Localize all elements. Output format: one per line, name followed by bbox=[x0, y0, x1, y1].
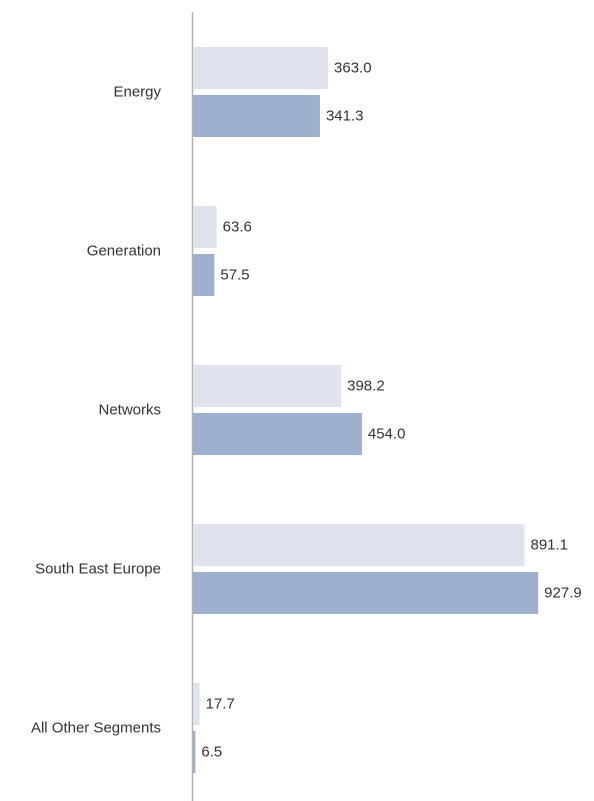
bar-south-east-europe-series-2 bbox=[193, 572, 539, 614]
value-label: 63.6 bbox=[223, 219, 252, 236]
bar-energy-series-2 bbox=[193, 95, 320, 137]
category-label: All Other Segments bbox=[31, 720, 161, 737]
bar-south-east-europe-series-1 bbox=[193, 524, 525, 566]
value-label: 17.7 bbox=[206, 696, 235, 713]
value-label: 6.5 bbox=[201, 744, 222, 761]
bar-energy-series-1 bbox=[193, 47, 329, 89]
bar-all-other-segments-series-2 bbox=[193, 731, 196, 773]
value-label: 891.1 bbox=[530, 537, 568, 554]
value-label: 57.5 bbox=[220, 267, 249, 284]
category-label: Generation bbox=[87, 243, 161, 260]
bar-generation-series-1 bbox=[193, 206, 217, 248]
value-label: 398.2 bbox=[347, 378, 385, 395]
bar-networks-series-1 bbox=[193, 365, 342, 407]
value-label: 927.9 bbox=[544, 585, 582, 602]
bars-group bbox=[193, 47, 539, 773]
bar-all-other-segments-series-1 bbox=[193, 683, 200, 725]
category-labels-group: Energy Generation Networks South East Europ… bbox=[31, 84, 162, 737]
bar-generation-series-2 bbox=[193, 254, 215, 296]
category-label: Networks bbox=[98, 402, 161, 419]
category-label: Energy bbox=[113, 84, 161, 101]
value-labels-group: 363.0 341.3 63.6 57.5 398.2 454.0 891.1 927.9 17… bbox=[201, 60, 581, 761]
value-label: 363.0 bbox=[334, 60, 372, 77]
value-label: 454.0 bbox=[368, 426, 406, 443]
bar-networks-series-2 bbox=[193, 413, 362, 455]
value-label: 341.3 bbox=[326, 108, 364, 125]
category-label: South East Europe bbox=[35, 561, 161, 578]
